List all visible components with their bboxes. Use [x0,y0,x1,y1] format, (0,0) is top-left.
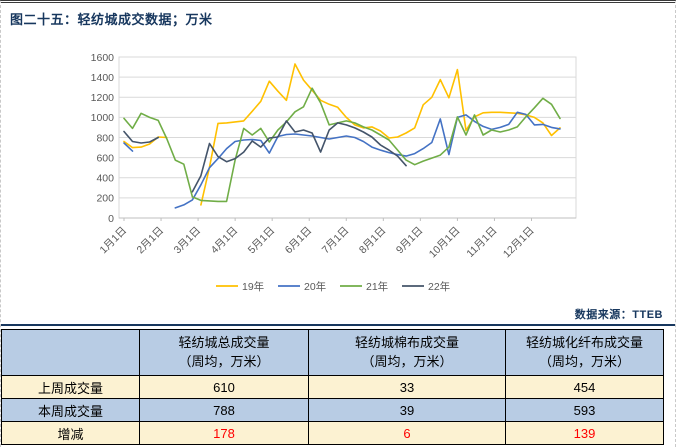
svg-text:4月1日: 4月1日 [209,225,241,257]
header-cotton-line1: 轻纺城棉布成交量 [354,334,459,350]
svg-text:1600: 1600 [91,52,115,64]
svg-text:9月1日: 9月1日 [394,225,426,257]
row-label-change: 增减 [1,421,140,445]
cell-last-week-cotton: 33 [308,375,506,399]
svg-text:11月1日: 11月1日 [464,225,499,260]
figure-title: 图二十五：轻纺城成交数据；万米 [10,12,213,27]
svg-text:6月1日: 6月1日 [283,225,315,257]
svg-text:19年: 19年 [242,280,264,293]
svg-text:0: 0 [108,213,114,225]
table-header-row: 轻纺城总成交量 （周均，万米） 轻纺城棉布成交量 （周均，万米） 轻纺城化纤布成… [1,329,664,376]
svg-text:600: 600 [96,152,114,164]
header-empty-cell [1,329,140,376]
svg-text:1000: 1000 [91,112,115,124]
header-chemfiber-volume: 轻纺城化纤布成交量 （周均，万米） [505,329,664,376]
svg-text:400: 400 [96,173,114,185]
svg-text:1400: 1400 [91,72,115,84]
svg-text:2月1日: 2月1日 [135,225,167,257]
row-label-last-week: 上周成交量 [1,375,140,399]
header-chemfiber-line2: （周均，万米） [538,353,630,369]
table-row-this-week: 本周成交量 788 39 593 [1,398,664,422]
svg-text:3月1日: 3月1日 [172,225,204,257]
svg-text:8月1日: 8月1日 [357,225,389,257]
table-row-change: 增减 178 6 139 [1,421,664,445]
header-total-volume: 轻纺城总成交量 （周均，万米） [139,329,309,376]
cell-last-week-total: 610 [139,375,309,399]
header-cotton-volume: 轻纺城棉布成交量 （周均，万米） [308,329,506,376]
cell-this-week-cotton: 39 [308,398,506,422]
svg-text:1200: 1200 [91,92,115,104]
svg-text:5月1日: 5月1日 [246,225,278,257]
cell-this-week-chemfiber: 593 [505,398,664,422]
svg-text:800: 800 [96,132,114,144]
transactions-line-chart: 0 200 400 600 800 1000 1200 1400 1600 1月1日 2月1日 3月1… [79,33,589,309]
header-total-line1: 轻纺城总成交量 [178,334,270,350]
header-cotton-line2: （周均，万米） [361,353,453,369]
svg-text:10月1日: 10月1日 [427,225,463,261]
svg-text:200: 200 [96,193,114,205]
svg-text:12月1日: 12月1日 [501,225,537,261]
cell-change-total: 178 [139,421,309,445]
summary-table: 轻纺城总成交量 （周均，万米） 轻纺城棉布成交量 （周均，万米） 轻纺城化纤布成… [1,329,664,445]
header-total-line2: （周均，万米） [178,353,270,369]
cell-change-cotton: 6 [308,421,506,445]
cell-last-week-chemfiber: 454 [505,375,664,399]
svg-text:7月1日: 7月1日 [320,225,352,257]
data-source-label: 数据来源：TTEB [574,309,663,321]
cell-this-week-total: 788 [139,398,309,422]
chart-canvas: 0 200 400 600 800 1000 1200 1400 1600 1月1日 2月1日 3月1… [91,52,577,293]
cell-change-chemfiber: 139 [505,421,664,445]
header-chemfiber-line1: 轻纺城化纤布成交量 [525,334,643,350]
svg-text:20年: 20年 [304,280,326,293]
row-label-this-week: 本周成交量 [1,398,140,422]
svg-text:22年: 22年 [428,280,450,293]
svg-text:21年: 21年 [366,280,388,293]
section-divider [1,324,675,326]
svg-text:1月1日: 1月1日 [98,225,130,257]
table-row-last-week: 上周成交量 610 33 454 [1,375,664,399]
